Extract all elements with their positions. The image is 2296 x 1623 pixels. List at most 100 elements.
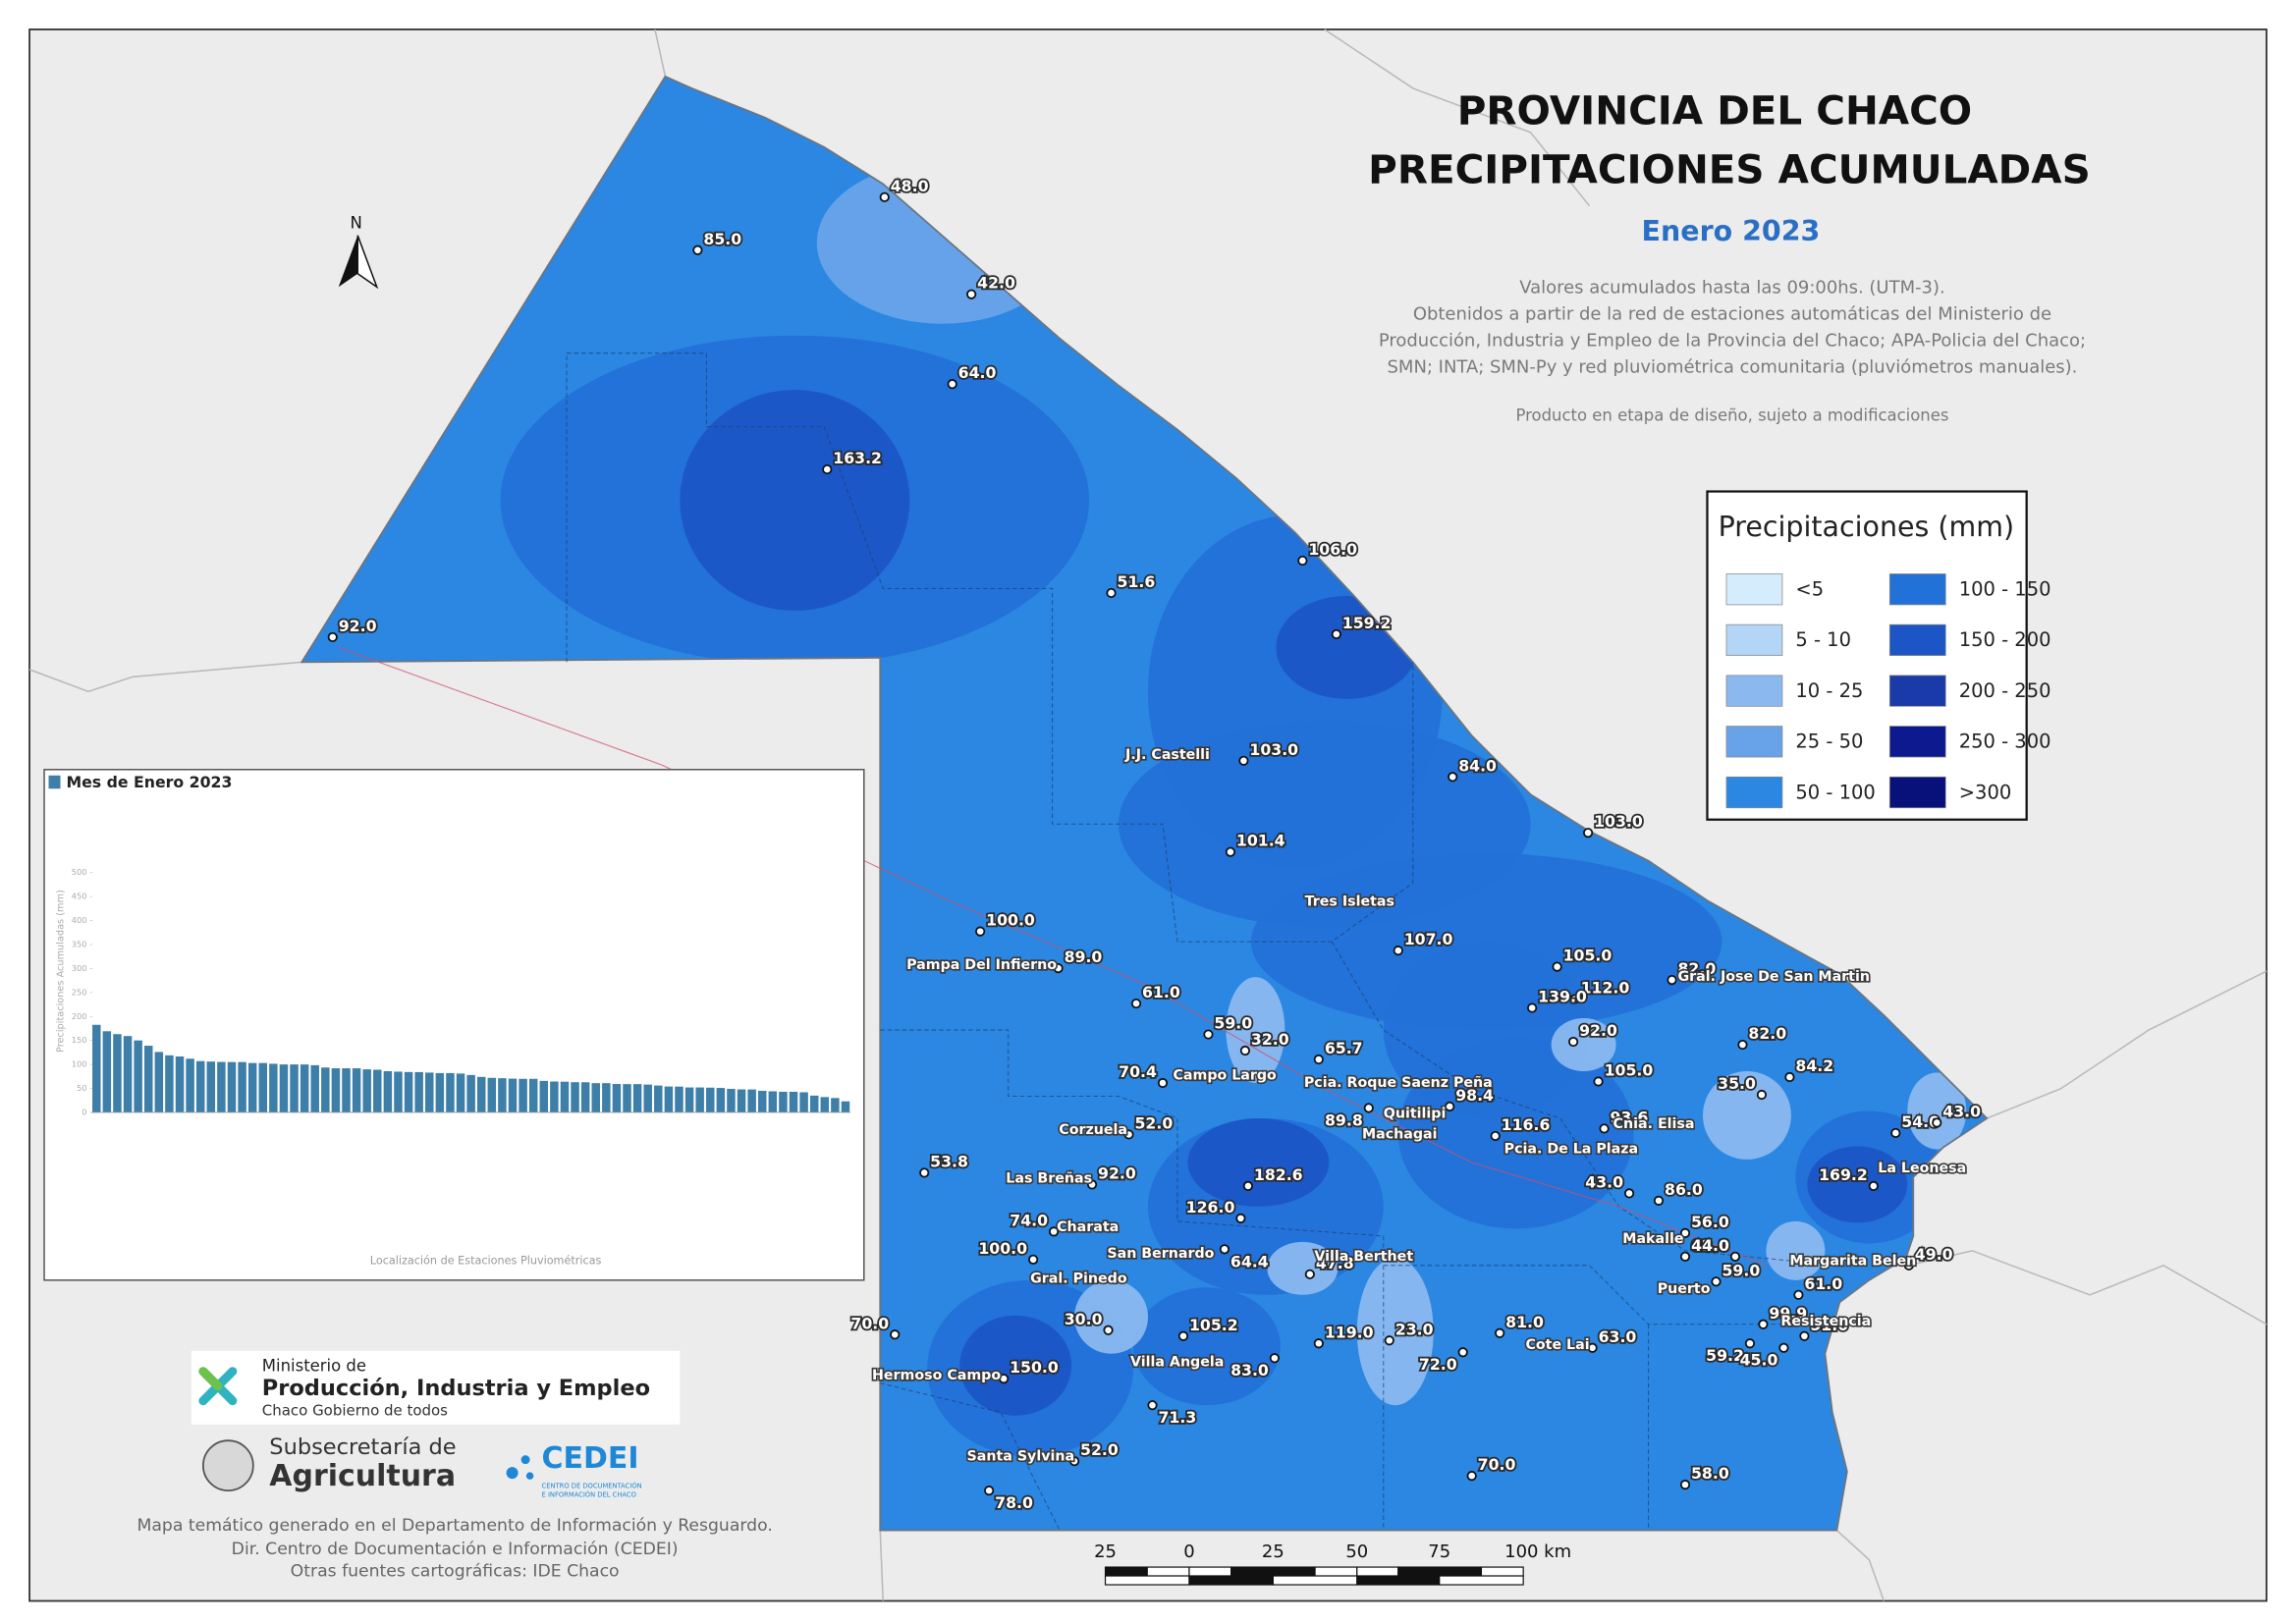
station-point [1868, 1180, 1879, 1191]
inset-bar [757, 1090, 767, 1112]
place-name: Charata [1057, 1219, 1119, 1235]
logo-text: Subsecretaría de [269, 1434, 456, 1460]
inset-bar [654, 1085, 663, 1112]
inset-bar [466, 1074, 475, 1112]
legend-label: 50 - 100 [1795, 781, 1875, 803]
inset-bar [602, 1083, 611, 1112]
station-label: 43.0 [1942, 1102, 1981, 1120]
legend-swatch [1888, 675, 1946, 707]
station-point [1130, 998, 1142, 1009]
station-label: 86.0 [1665, 1180, 1703, 1199]
description: SMN; INTA; SMN-Py y red pluviométrica co… [1388, 357, 2078, 378]
inset-y-tick-label: 50 [77, 1083, 86, 1093]
scale-label: 0 [1183, 1542, 1194, 1562]
inset-bar [508, 1078, 518, 1112]
inset-bar [446, 1072, 455, 1112]
station-label: 163.2 [833, 449, 882, 467]
station-point [1778, 1342, 1789, 1353]
logo-text: CEDEI [542, 1441, 639, 1476]
place-name: Cnia. Elisa [1613, 1116, 1695, 1132]
inset-chart: Mes de Enero 2023 Precipitaciones Acumul… [43, 769, 865, 1281]
legend-label: 25 - 50 [1795, 730, 1863, 753]
scale-segment [1272, 1566, 1316, 1577]
north-arrow: N [338, 213, 379, 290]
station-point [1667, 974, 1677, 986]
inset-bar [820, 1097, 830, 1112]
station-point [1593, 1076, 1604, 1087]
north-label: N [351, 213, 362, 232]
inset-bar [227, 1061, 237, 1112]
place-name: Machagai [1362, 1126, 1438, 1142]
cedei-icon [520, 1455, 530, 1465]
department-boundaries [566, 352, 1840, 1531]
inset-bar [487, 1077, 497, 1112]
station-point [1587, 1342, 1598, 1353]
inset-bar [290, 1064, 299, 1112]
station-label: 99.9 [1769, 1304, 1807, 1323]
inset-y-tick-label: 400 [72, 915, 87, 925]
legend-label: 10 - 25 [1795, 679, 1863, 702]
inset-bar [373, 1069, 382, 1112]
inset-y-tick-label: 300 [72, 963, 87, 973]
legend-label: 150 - 200 [1959, 628, 2051, 651]
scale-segment [1314, 1566, 1358, 1577]
inset-bar [831, 1098, 840, 1112]
footer-line: Dir. Centro de Documentación e Informaci… [232, 1540, 679, 1559]
rain-zone [680, 390, 910, 611]
legend-label: 250 - 300 [1959, 730, 2051, 753]
station-label: 72.0 [1419, 1355, 1457, 1374]
station-label: 61.0 [1142, 983, 1180, 1001]
station-point [1048, 1226, 1060, 1237]
logos: Ministerio de Producción, Industria y Em… [191, 1350, 681, 1499]
inset-bar [539, 1080, 549, 1112]
station-point [1890, 1127, 1901, 1139]
scale-segment [1439, 1566, 1483, 1577]
station-point [692, 244, 703, 255]
station-point [1313, 1338, 1324, 1349]
station-label: 62.8 [1691, 1236, 1729, 1255]
station-label: 83.0 [1230, 1361, 1269, 1380]
station-label: 65.7 [1325, 1039, 1363, 1057]
station-label: 107.0 [1404, 930, 1453, 948]
station-label: 58.0 [1691, 1464, 1729, 1483]
station-label: 35.0 [1718, 1074, 1756, 1093]
scale-segment [1439, 1575, 1524, 1586]
station-point [1445, 1101, 1455, 1112]
station-label: 103.0 [1594, 812, 1643, 831]
stations-layer: 48.0 85.0 42.0 64.0 163.2 92.0 106.0 51.6 159.2 1… [327, 175, 1983, 1514]
station-point [1582, 828, 1594, 839]
scale-label: 25 [1094, 1542, 1117, 1562]
station-label: 42.0 [977, 274, 1015, 293]
note: Producto en etapa de diseño, sujeto a mo… [1515, 406, 1948, 425]
station-point [1225, 846, 1236, 857]
place-name: Puerto [1658, 1281, 1711, 1297]
station-point [1238, 755, 1249, 766]
inset-bar [716, 1088, 726, 1112]
station-label: 100.0 [978, 1239, 1027, 1258]
scale-segment [1188, 1575, 1274, 1586]
inset-bar [102, 1031, 112, 1112]
station-label: 84.0 [1458, 756, 1497, 775]
scale-label: 75 [1428, 1542, 1450, 1562]
station-point [1799, 1330, 1810, 1341]
logo-text: Producción, Industria y Empleo [262, 1376, 650, 1401]
station-point [1384, 1335, 1394, 1346]
station-label: 70.0 [850, 1314, 889, 1332]
legend-swatch [1725, 675, 1783, 707]
station-point [1653, 1195, 1665, 1206]
place-name: Resistencia [1780, 1314, 1871, 1329]
inset-bar [809, 1095, 819, 1112]
station-point [1784, 1071, 1795, 1083]
station-label: 44.0 [1691, 1236, 1729, 1255]
place-name: Cote Lai [1525, 1337, 1589, 1353]
inset-bar [362, 1069, 371, 1112]
inset-bar [195, 1060, 205, 1112]
rain-zone [1702, 1071, 1791, 1160]
inset-bar [727, 1089, 736, 1112]
inset-bar [435, 1072, 445, 1112]
station-label: 70.0 [1478, 1455, 1516, 1474]
station-label: 64.0 [958, 363, 997, 382]
inset-bar [300, 1064, 309, 1112]
inset-bar [92, 1024, 101, 1112]
